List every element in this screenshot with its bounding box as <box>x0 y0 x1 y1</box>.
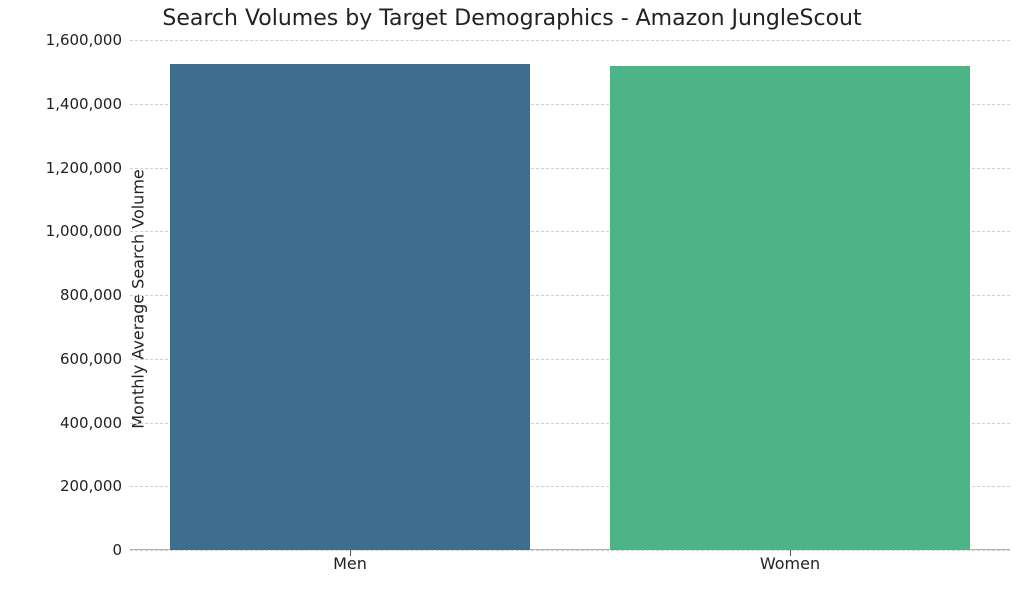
y-tick-label: 200,000 <box>2 477 122 495</box>
grid-line <box>130 40 1010 41</box>
y-tick-label: 1,200,000 <box>2 159 122 177</box>
y-tick-label: 1,400,000 <box>2 95 122 113</box>
y-tick-label: 800,000 <box>2 286 122 304</box>
y-tick-label: 0 <box>2 541 122 559</box>
x-tick-label: Women <box>760 554 820 573</box>
y-tick-label: 600,000 <box>2 350 122 368</box>
chart-container: Search Volumes by Target Demographics - … <box>0 0 1024 597</box>
bar <box>610 66 971 550</box>
plot-area: 0200,000400,000600,000800,0001,000,0001,… <box>130 40 1010 550</box>
x-tick-label: Men <box>333 554 367 573</box>
bar <box>170 64 531 550</box>
y-tick-label: 400,000 <box>2 414 122 432</box>
chart-title: Search Volumes by Target Demographics - … <box>0 6 1024 31</box>
y-tick-label: 1,000,000 <box>2 222 122 240</box>
y-tick-label: 1,600,000 <box>2 31 122 49</box>
grid-line <box>130 550 1010 551</box>
